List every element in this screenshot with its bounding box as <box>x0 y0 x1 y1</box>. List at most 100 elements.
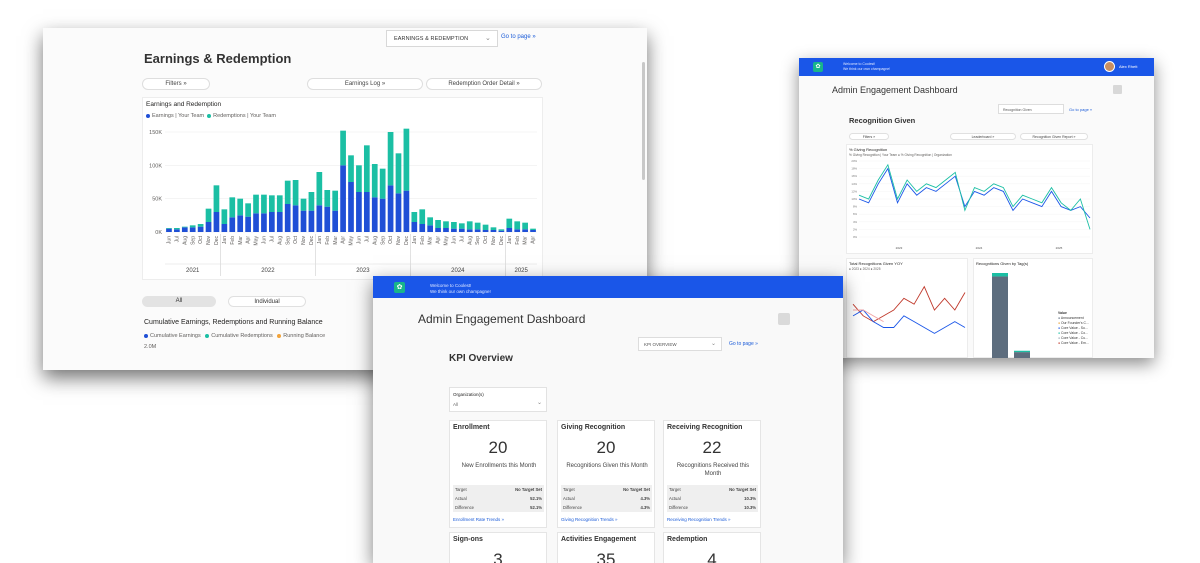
scrollbar[interactable] <box>642 62 645 180</box>
user-name[interactable]: Alex Rhett <box>1119 64 1138 69</box>
bar-earnings <box>292 205 299 232</box>
organization-filter[interactable]: Organization(s) All ⌄ <box>449 387 547 412</box>
kpi-title: Sign-ons <box>453 536 483 543</box>
bar-redemptions <box>205 208 212 222</box>
panel-legend: ● 2023 ● 2024 ● 2025 <box>849 267 881 271</box>
bar-redemptions <box>245 203 251 217</box>
bar-earnings <box>490 230 497 232</box>
x-tick-label: Apr <box>531 236 537 244</box>
bar-redemptions <box>340 130 346 166</box>
expand-icon[interactable] <box>778 313 790 325</box>
x-tick-label: Oct <box>483 235 489 243</box>
tags-bar-chart-svg <box>992 273 1030 358</box>
bar-earnings <box>245 216 251 232</box>
difference-value: 10.3% <box>744 505 756 510</box>
bar-earnings <box>166 228 172 232</box>
chevron-down-icon: ⌄ <box>485 35 491 42</box>
actual-value: 4.3% <box>640 496 650 501</box>
legend-cum-earnings: Cumulative Earnings <box>150 333 201 339</box>
x-tick-label: Jun <box>451 236 457 244</box>
actual-value: 10.3% <box>744 496 756 501</box>
kpi-description: New Enrollments this Month <box>461 463 537 469</box>
bar-redemptions <box>181 226 188 228</box>
bar-redemptions <box>443 221 449 228</box>
actual-label: Actual <box>669 496 681 501</box>
goto-page-link[interactable]: Go to page » <box>729 341 758 347</box>
bar-earnings <box>181 227 188 232</box>
bar-redemptions <box>237 198 244 216</box>
year-label: 2024 <box>976 246 983 250</box>
bar-earnings <box>229 217 236 232</box>
redemption-detail-button[interactable]: Redemption Order Detail » <box>426 78 542 90</box>
kpi-row-target: Target No Target Set <box>453 485 544 494</box>
app-header: ✿ Welcome to Coolest! We think our own c… <box>799 58 1154 76</box>
expand-icon[interactable] <box>1113 85 1122 94</box>
kpi-trend-link[interactable]: Enrollment Rate Trends » <box>453 517 505 522</box>
kpi-value: 22 <box>702 438 722 457</box>
bar-redemptions <box>221 209 228 224</box>
x-tick-label: Feb <box>515 236 521 245</box>
filters-button[interactable]: Filters » <box>849 133 889 140</box>
bar-earnings <box>466 229 473 232</box>
series-line <box>853 309 884 323</box>
x-tick-label: Jan <box>507 236 513 244</box>
bar-earnings <box>205 222 212 232</box>
kpi-row-target: Target No Target Set <box>561 485 652 494</box>
tags-legend-label: Core Value - Cu... <box>1061 336 1088 340</box>
page-nav-select[interactable]: KPI OVERVIEW ⌄ <box>638 337 722 351</box>
goto-page-link[interactable]: Go to page » <box>1069 107 1093 112</box>
x-tick-label: Nov <box>206 236 212 245</box>
kpi-title: Receiving Recognition <box>667 424 743 431</box>
kpi-description: Recognitions Received this Month <box>676 463 750 477</box>
year-label: 2024 <box>451 268 465 274</box>
x-tick-label: Feb <box>230 236 236 245</box>
app-header: ✿ Welcome to Coolest! We think our own c… <box>373 276 843 298</box>
filters-button[interactable]: Filters » <box>142 78 210 90</box>
toggle-individual[interactable]: Individual <box>228 296 306 307</box>
panel-title: % Giving Recognition <box>849 147 888 152</box>
bar-earnings <box>276 212 283 232</box>
target-label: Target <box>563 487 575 492</box>
kpi-trend-link[interactable]: Giving Recognition Trends » <box>561 517 618 522</box>
leaderboard-button[interactable]: Leaderboard » <box>950 133 1016 140</box>
bar-redemptions <box>395 153 402 194</box>
avatar[interactable] <box>1104 61 1115 72</box>
page-nav-select[interactable]: Recognition Given <box>998 104 1064 114</box>
bar-redemptions <box>530 228 536 230</box>
x-tick-label: Dec <box>214 236 220 245</box>
bar-redemptions <box>284 180 291 204</box>
legend-redemptions: Redemptions | Your Team <box>213 113 276 119</box>
bar-earnings <box>213 212 220 232</box>
tags-legend-item: ● Announcement <box>1058 316 1084 320</box>
x-tick-label: Jan <box>222 236 228 244</box>
kpi-overview-screen: ✿ Welcome to Coolest! We think our own c… <box>373 276 843 563</box>
recognition-report-button[interactable]: Recognition Given Report » <box>1020 133 1088 140</box>
x-tick-label: Jul <box>269 236 275 242</box>
y-tick-label: 0% <box>853 235 858 239</box>
panel-title: Recognitions Given by Tag(s) <box>976 261 1029 266</box>
difference-label: Difference <box>563 505 583 510</box>
x-tick-label: Mar <box>333 236 339 245</box>
bar-earnings <box>379 198 386 232</box>
yoy-line-chart-svg <box>852 285 966 334</box>
chart-title: Earnings and Redemption <box>146 101 222 108</box>
legend-dot-redemptions <box>207 113 212 118</box>
y-tick-label: 18% <box>851 167 857 171</box>
page-nav-select[interactable]: EARNINGS & REDEMPTION ⌄ <box>386 30 498 47</box>
bar-earnings <box>482 230 489 232</box>
tags-legend-label: Our Founder's C... <box>1061 321 1089 325</box>
bar-redemptions <box>316 172 323 206</box>
kpi-trend-link[interactable]: Receiving Recognition Trends » <box>667 517 731 522</box>
goto-page-link[interactable]: Go to page » <box>501 34 536 40</box>
x-tick-label: Apr <box>436 236 442 244</box>
bar-redemptions <box>498 229 505 231</box>
toggle-all[interactable]: All <box>142 296 216 307</box>
x-tick-label: Mar <box>428 236 434 245</box>
earnings-log-button[interactable]: Earnings Log » <box>307 78 423 90</box>
x-tick-label: Jan <box>317 236 323 244</box>
legend-earnings: Earnings | Your Team <box>152 113 205 119</box>
bar-earnings <box>474 229 481 232</box>
cumulative-legend: Cumulative Earnings Cumulative Redemptio… <box>144 333 325 339</box>
bar-redemptions <box>427 217 433 226</box>
bar-earnings <box>411 222 418 232</box>
